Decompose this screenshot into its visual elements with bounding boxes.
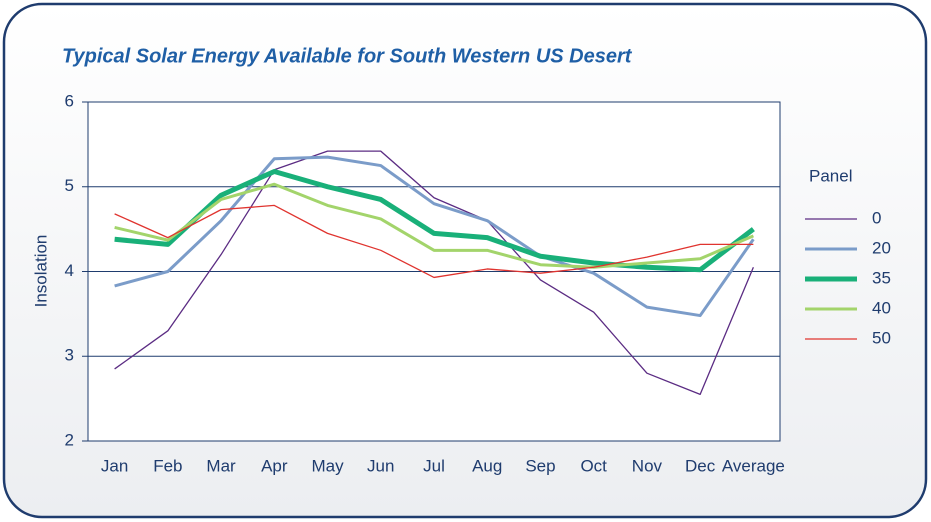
chart-title: Typical Solar Energy Available for South… bbox=[62, 45, 633, 67]
x-tick-label: Jan bbox=[101, 456, 128, 475]
legend-label: 0 bbox=[872, 208, 881, 227]
x-tick-label: Nov bbox=[632, 456, 663, 475]
x-tick-label: Oct bbox=[580, 456, 607, 475]
series-line bbox=[114, 182, 754, 269]
legend-label: 50 bbox=[872, 328, 891, 347]
legend-label: 40 bbox=[872, 298, 891, 317]
y-tick-label: 5 bbox=[65, 176, 74, 195]
series-line bbox=[114, 204, 754, 279]
x-tick-label: Sep bbox=[525, 456, 555, 475]
legend-label: 20 bbox=[872, 238, 891, 257]
x-tick-label: Mar bbox=[206, 456, 236, 475]
x-tick-label: Dec bbox=[685, 456, 716, 475]
legend-title: Panel bbox=[809, 166, 852, 185]
y-tick-label: 6 bbox=[65, 91, 74, 110]
y-tick-label: 2 bbox=[65, 430, 74, 449]
x-tick-label: May bbox=[311, 456, 344, 475]
x-tick-label: Apr bbox=[261, 456, 288, 475]
y-tick-label: 4 bbox=[65, 261, 74, 280]
x-tick-label: Aug bbox=[472, 456, 502, 475]
x-tick-label: Average bbox=[722, 456, 785, 475]
x-tick-label: Jun bbox=[367, 456, 394, 475]
y-axis-label: Insolation bbox=[31, 235, 50, 308]
series-line bbox=[114, 168, 755, 273]
series-line bbox=[114, 150, 754, 396]
y-tick-label: 3 bbox=[65, 346, 74, 365]
x-tick-label: Jul bbox=[423, 456, 445, 475]
x-tick-label: Feb bbox=[153, 456, 182, 475]
legend-label: 35 bbox=[872, 268, 891, 287]
series-line bbox=[114, 155, 755, 318]
